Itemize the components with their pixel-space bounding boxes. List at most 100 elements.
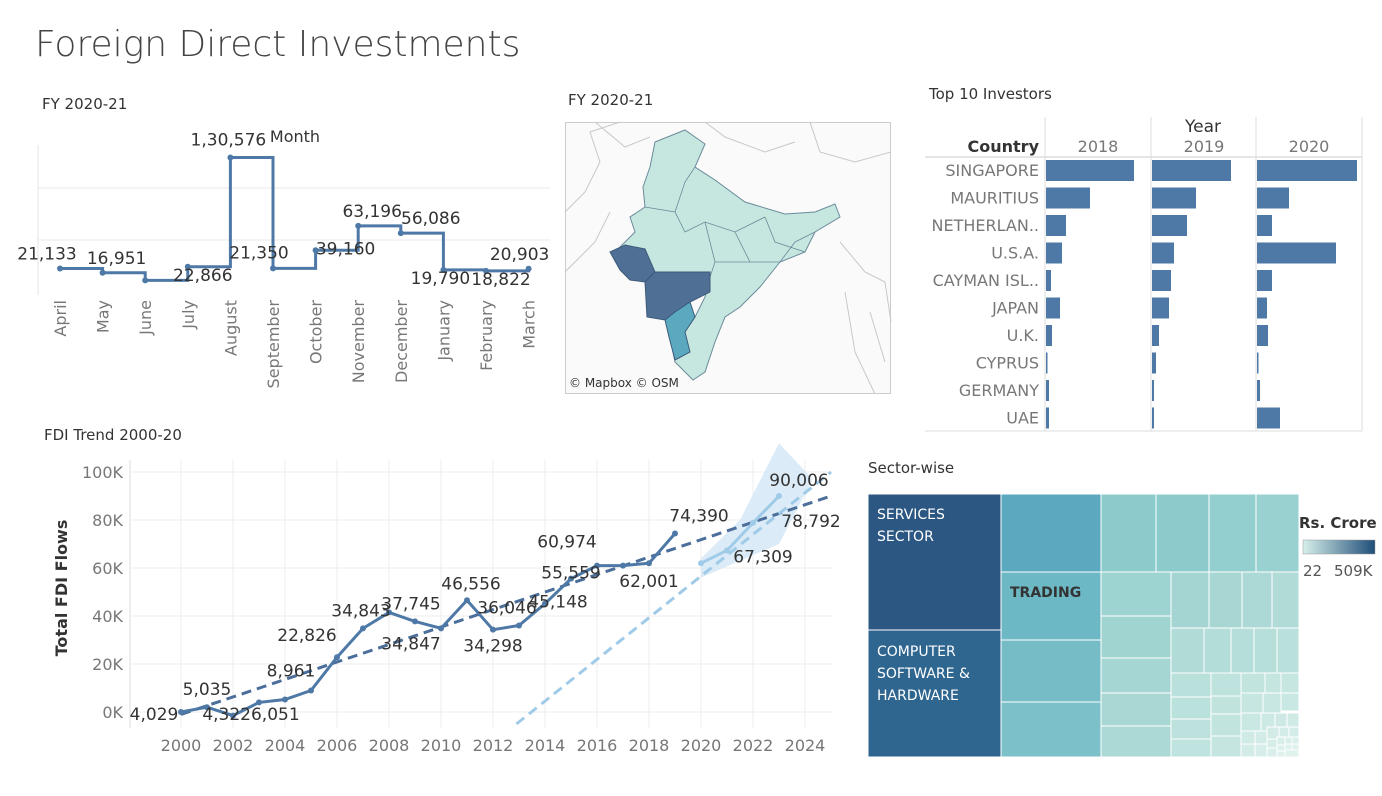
trend-actual-point	[542, 600, 548, 607]
treemap-cell	[1284, 736, 1293, 745]
trend-x-tick: 2014	[525, 736, 566, 755]
treemap-cell	[1288, 726, 1300, 738]
treemap-cell	[1241, 571, 1273, 629]
investors-country-label: MAURITIUS	[950, 189, 1039, 208]
monthly-data-label: 63,196	[342, 202, 401, 222]
treemap-cell	[1253, 627, 1278, 674]
trend-actual-point	[386, 609, 392, 616]
treemap-cell	[1255, 493, 1300, 573]
treemap-cell	[1278, 726, 1290, 738]
trend-data-label: 5,035	[183, 680, 232, 700]
investor-bar	[1046, 325, 1052, 346]
treemap-cells[interactable]	[867, 493, 1300, 758]
monthly-chart[interactable]: Month 21,133 16,951 22,866 1,30,576 21,350 39,…	[0, 0, 560, 420]
monthly-tick-label: January	[434, 300, 453, 362]
trend-x-tick: 2004	[265, 736, 306, 755]
trend-x-tick: 2024	[785, 736, 826, 755]
map-region-light[interactable]	[619, 129, 841, 381]
treemap-cell	[1254, 730, 1268, 745]
treemap-cell	[1240, 692, 1264, 714]
treemap-cell	[1100, 725, 1172, 758]
trend-actual-point	[594, 562, 600, 569]
trend-actual-point	[490, 626, 496, 633]
monthly-tick-label: December	[392, 300, 411, 383]
trend-actual-point	[334, 654, 340, 661]
investor-bar	[1046, 352, 1048, 374]
investor-bar	[1046, 215, 1066, 236]
investor-bar	[1152, 380, 1154, 401]
treemap-cell	[1284, 749, 1300, 758]
trend-data-label: 78,792	[781, 512, 840, 532]
trend-x-tick: 2008	[369, 736, 410, 755]
india-map[interactable]: © Mapbox © OSM	[564, 121, 892, 395]
trend-y-tick: 100K	[82, 463, 124, 482]
treemap-cell	[1266, 738, 1278, 749]
treemap-cell	[1100, 657, 1172, 694]
trend-actual-point	[620, 562, 626, 569]
trend-actual-point	[412, 618, 418, 625]
dashboard-title: Foreign Direct Investments	[35, 24, 521, 65]
treemap-cell	[1280, 692, 1300, 712]
monthly-data-label: 16,951	[87, 249, 146, 269]
monthly-point	[525, 265, 532, 272]
trend-x-tick: 2020	[681, 736, 722, 755]
monthly-tick-label: September	[264, 300, 283, 389]
map-region-maharashtra[interactable]	[644, 271, 711, 321]
trend-actual-point	[230, 712, 236, 719]
investor-bar	[1046, 407, 1049, 429]
monthly-data-label: 20,903	[490, 245, 549, 265]
trend-data-label: 36,046	[477, 598, 536, 618]
investor-bar	[1046, 270, 1051, 291]
trend-x-tick: 2002	[213, 736, 254, 755]
investor-bar	[1152, 160, 1231, 181]
trend-actual-point	[308, 687, 314, 694]
investors-country-label: U.K.	[1007, 326, 1039, 345]
treemap-cell	[1100, 615, 1172, 659]
treemap-cell	[1210, 735, 1242, 758]
sector-treemap[interactable]: SERVICES SECTOR COMPUTER SOFTWARE & HARDWAR…	[867, 493, 1378, 758]
treemap-cell	[1210, 695, 1242, 715]
investors-column-header: Year	[1184, 117, 1221, 137]
trend-data-label: 46,556	[441, 574, 500, 594]
trend-panel-title: FDI Trend 2000-20	[44, 426, 182, 444]
investor-bar	[1257, 407, 1280, 429]
treemap-label-services: SERVICES SECTOR	[877, 507, 945, 545]
trend-data-label: 55,559	[541, 564, 600, 584]
trend-actual-point	[464, 597, 470, 604]
trend-data-label: 4,3226,051	[202, 705, 299, 725]
investors-chart[interactable]: Year Country 2018 2019 2020 SINGAPORE MAURITIU…	[922, 112, 1372, 434]
monthly-tick-label: July	[179, 300, 198, 330]
investor-bar	[1257, 160, 1357, 181]
monthly-data-label: 56,086	[401, 209, 460, 229]
monthly-point	[270, 265, 276, 272]
monthly-point	[355, 222, 362, 229]
trend-forecast-point	[698, 560, 704, 567]
treemap-label-trading: TRADING	[1010, 585, 1081, 601]
treemap-cell	[1291, 743, 1300, 751]
treemap-cell	[1000, 571, 1102, 641]
trend-actual-point	[438, 625, 444, 632]
monthly-data-label: 18,822	[471, 270, 530, 290]
trend-chart[interactable]: 2000 2002 2004 2006 2008 2010 2012 2014 2016 2018…	[0, 440, 850, 770]
trend-x-tick: 2000	[161, 736, 202, 755]
investor-bar	[1257, 325, 1268, 346]
trend-line-dashed-light	[515, 470, 832, 726]
trend-x-tick: 2022	[733, 736, 774, 755]
map-region-karnataka[interactable]	[664, 301, 696, 361]
treemap-cell	[1286, 712, 1300, 728]
trend-data-label: 74,390	[669, 506, 728, 526]
trend-y-tick: 80K	[92, 511, 123, 530]
treemap-cell	[1210, 713, 1242, 737]
monthly-data-label: 21,350	[229, 243, 288, 263]
trend-y-tick: 0K	[102, 703, 123, 722]
trend-y-tick: 60K	[92, 559, 123, 578]
monthly-point	[440, 266, 447, 273]
treemap-cell	[1100, 493, 1157, 573]
trend-actual-point	[204, 704, 210, 711]
treemap-cell	[1000, 701, 1102, 758]
treemap-label-line: HARDWARE	[877, 688, 959, 704]
monthly-data-label: 19,790	[411, 269, 470, 289]
treemap-cell	[1000, 639, 1102, 703]
trend-actual-point	[256, 699, 262, 706]
investors-year-label: 2020	[1289, 137, 1330, 156]
